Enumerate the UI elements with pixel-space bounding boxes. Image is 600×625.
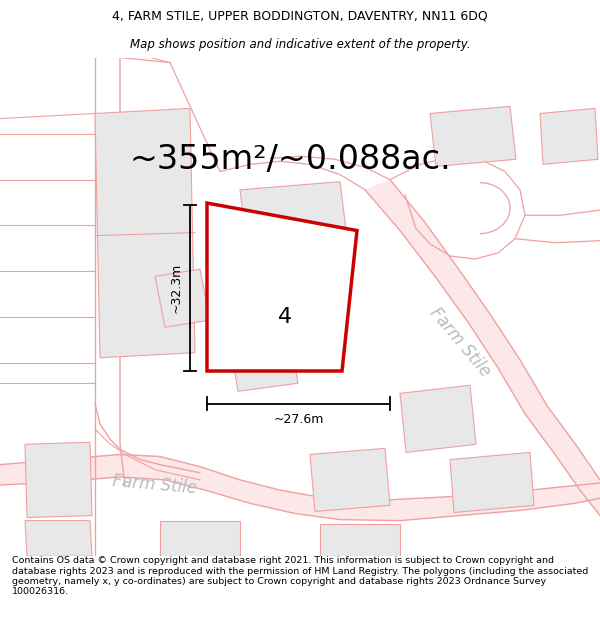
Polygon shape bbox=[95, 108, 195, 357]
Polygon shape bbox=[230, 334, 298, 391]
Polygon shape bbox=[155, 269, 210, 328]
Text: Map shows position and indicative extent of the property.: Map shows position and indicative extent… bbox=[130, 38, 470, 51]
Polygon shape bbox=[365, 179, 600, 516]
Polygon shape bbox=[430, 106, 516, 166]
Polygon shape bbox=[0, 454, 600, 521]
Text: 4: 4 bbox=[278, 307, 292, 327]
Polygon shape bbox=[400, 385, 476, 452]
Text: 4, FARM STILE, UPPER BODDINGTON, DAVENTRY, NN11 6DQ: 4, FARM STILE, UPPER BODDINGTON, DAVENTR… bbox=[112, 9, 488, 22]
Text: ~32.3m: ~32.3m bbox=[170, 263, 182, 313]
Polygon shape bbox=[207, 203, 357, 371]
Text: Farm Stile: Farm Stile bbox=[426, 304, 494, 381]
Polygon shape bbox=[25, 521, 92, 556]
Polygon shape bbox=[310, 448, 390, 511]
Polygon shape bbox=[25, 442, 92, 518]
Text: ~355m²/~0.088ac.: ~355m²/~0.088ac. bbox=[129, 142, 451, 176]
Polygon shape bbox=[540, 108, 598, 164]
Text: ~27.6m: ~27.6m bbox=[274, 413, 323, 426]
Polygon shape bbox=[450, 452, 534, 512]
Text: Contains OS data © Crown copyright and database right 2021. This information is : Contains OS data © Crown copyright and d… bbox=[12, 556, 588, 596]
Text: Farm Stile: Farm Stile bbox=[112, 472, 198, 498]
Polygon shape bbox=[320, 524, 400, 556]
Polygon shape bbox=[160, 521, 240, 556]
Polygon shape bbox=[240, 182, 348, 254]
